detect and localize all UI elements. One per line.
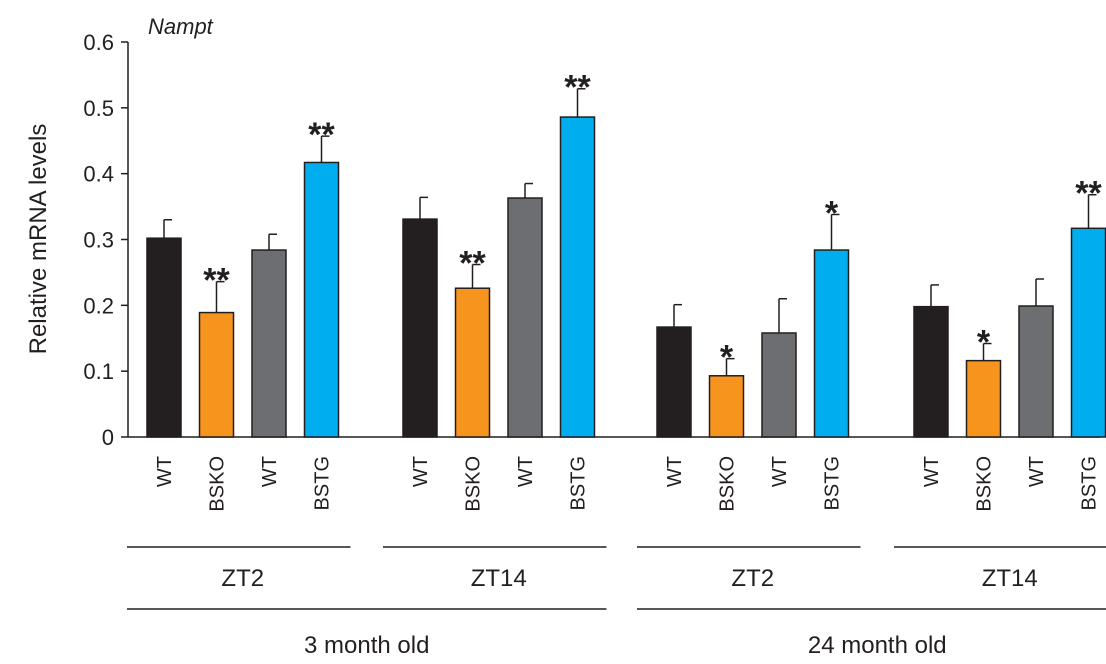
category-label: WT bbox=[515, 456, 537, 487]
bar bbox=[402, 218, 438, 438]
bar bbox=[303, 161, 340, 438]
bar bbox=[507, 197, 543, 438]
category-label: BSKO bbox=[974, 456, 996, 512]
category-label: WT bbox=[154, 456, 176, 487]
significance-label: ** bbox=[308, 116, 335, 154]
category-label: BSTG bbox=[312, 456, 334, 510]
category-label: BSKO bbox=[207, 456, 229, 512]
y-axis-title: Relative mRNA levels bbox=[25, 124, 52, 355]
x-labels-layer: WT BSKO WT BSTG ZT2 WT BSKO WT BSTG ZT14 WT BSKO WT B… bbox=[127, 456, 1106, 659]
y-tick-label: 0.6 bbox=[83, 30, 114, 55]
bars-layer: ************* bbox=[146, 69, 1106, 438]
category-label: BSTG bbox=[822, 456, 844, 510]
bar bbox=[454, 287, 491, 438]
subgroup-label: ZT14 bbox=[982, 565, 1038, 592]
y-tick-label: 0.1 bbox=[83, 359, 114, 384]
category-label: WT bbox=[259, 456, 281, 487]
bar bbox=[656, 326, 692, 438]
category-label: BSTG bbox=[568, 456, 590, 510]
bar bbox=[198, 311, 235, 438]
y-tick-label: 0.2 bbox=[83, 293, 114, 318]
bar bbox=[1018, 305, 1054, 438]
bar bbox=[761, 332, 797, 438]
bar bbox=[559, 116, 596, 438]
category-label: BSKO bbox=[717, 456, 739, 512]
subgroup-label: ZT2 bbox=[731, 565, 774, 592]
y-tick-label: 0 bbox=[102, 425, 114, 450]
category-label: BSKO bbox=[463, 456, 485, 512]
subgroup-label: ZT14 bbox=[471, 565, 527, 592]
y-tick-label: 0.3 bbox=[83, 228, 114, 253]
bar bbox=[146, 237, 182, 438]
category-label: WT bbox=[1026, 456, 1048, 487]
bar bbox=[708, 375, 745, 438]
bar bbox=[913, 305, 949, 438]
significance-label: * bbox=[977, 324, 991, 362]
bar bbox=[813, 249, 850, 438]
significance-label: ** bbox=[203, 262, 230, 300]
significance-label: ** bbox=[564, 69, 591, 107]
subgroup-label: ZT2 bbox=[221, 565, 264, 592]
bar bbox=[251, 249, 287, 438]
category-label: WT bbox=[410, 456, 432, 487]
significance-label: ** bbox=[1075, 175, 1102, 213]
significance-label: * bbox=[720, 339, 734, 377]
y-tick-label: 0.5 bbox=[83, 96, 114, 121]
bar bbox=[965, 359, 1002, 438]
significance-label: * bbox=[825, 194, 839, 232]
chart-title: Nampt bbox=[148, 14, 214, 39]
category-label: WT bbox=[769, 456, 791, 487]
y-tick-label: 0.4 bbox=[83, 162, 114, 187]
category-label: BSTG bbox=[1079, 456, 1101, 510]
bar bbox=[1070, 227, 1106, 438]
category-label: WT bbox=[921, 456, 943, 487]
age-group-label: 3 month old bbox=[304, 632, 429, 659]
age-group-label: 24 month old bbox=[808, 632, 947, 659]
axes: 0 0.1 0.2 0.3 0.4 0.5 0.6 bbox=[83, 30, 1100, 450]
significance-label: ** bbox=[459, 245, 486, 283]
category-label: WT bbox=[664, 456, 686, 487]
